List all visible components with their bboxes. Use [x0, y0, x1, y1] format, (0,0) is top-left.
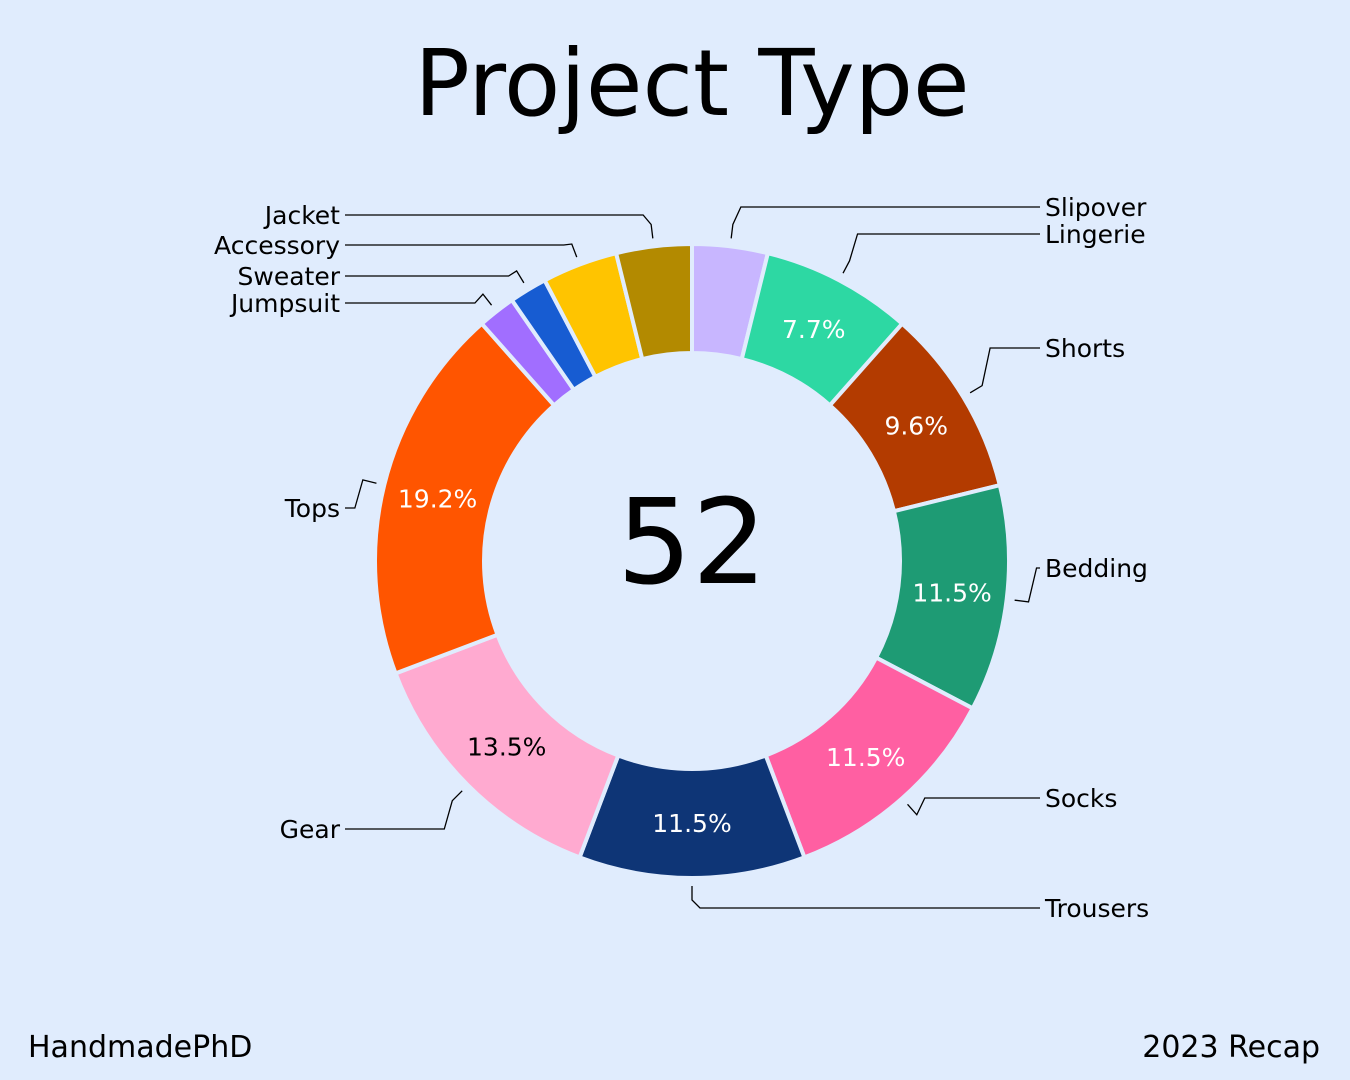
percent-label-gear: 13.5%	[467, 732, 546, 761]
category-label-gear: Gear	[280, 815, 341, 844]
leader-line-trousers	[691, 886, 1040, 909]
category-label-slipover: Slipover	[1045, 193, 1147, 222]
center-total: 52	[617, 473, 767, 611]
leader-line-accessory	[345, 243, 578, 258]
leader-line-bedding	[1014, 567, 1040, 603]
category-label-accessory: Accessory	[214, 231, 340, 260]
category-label-jacket: Jacket	[263, 201, 340, 230]
leader-line-lingerie	[842, 233, 1040, 274]
category-label-tops: Tops	[284, 494, 340, 523]
leader-line-slipover	[730, 206, 1040, 239]
category-label-jumpsuit: Jumpsuit	[229, 289, 340, 318]
category-label-bedding: Bedding	[1045, 554, 1148, 583]
percent-label-lingerie: 7.7%	[782, 315, 846, 344]
leader-line-gear	[345, 790, 463, 830]
leader-lines	[345, 206, 1040, 909]
category-label-sweater: Sweater	[238, 262, 341, 291]
category-label-trousers: Trousers	[1044, 894, 1149, 923]
percent-label-trousers: 11.5%	[652, 809, 731, 838]
donut-slices	[373, 241, 1011, 880]
percent-label-bedding: 11.5%	[912, 579, 991, 608]
percent-label-tops: 19.2%	[398, 484, 477, 513]
percent-label-socks: 11.5%	[826, 743, 905, 772]
percent-labels: 7.7% 9.6% 11.5% 11.5% 11.5% 13.5% 19.2%	[398, 315, 992, 838]
leader-line-tops	[345, 479, 377, 509]
category-label-socks: Socks	[1045, 784, 1117, 813]
leader-line-shorts	[969, 347, 1040, 394]
footer-right: 2023 Recap	[1142, 1030, 1320, 1065]
footer-left: HandmadePhD	[28, 1030, 252, 1065]
chart-title: Project Type	[414, 30, 969, 137]
category-label-lingerie: Lingerie	[1045, 220, 1146, 249]
slice-jacket	[613, 241, 694, 362]
leader-line-jacket	[345, 214, 654, 239]
leader-line-socks	[907, 797, 1040, 816]
leader-line-sweater	[345, 269, 525, 284]
leader-line-jumpsuit	[345, 293, 493, 306]
category-label-shorts: Shorts	[1045, 334, 1125, 363]
percent-label-shorts: 9.6%	[884, 411, 948, 440]
slice-tops	[373, 320, 557, 676]
